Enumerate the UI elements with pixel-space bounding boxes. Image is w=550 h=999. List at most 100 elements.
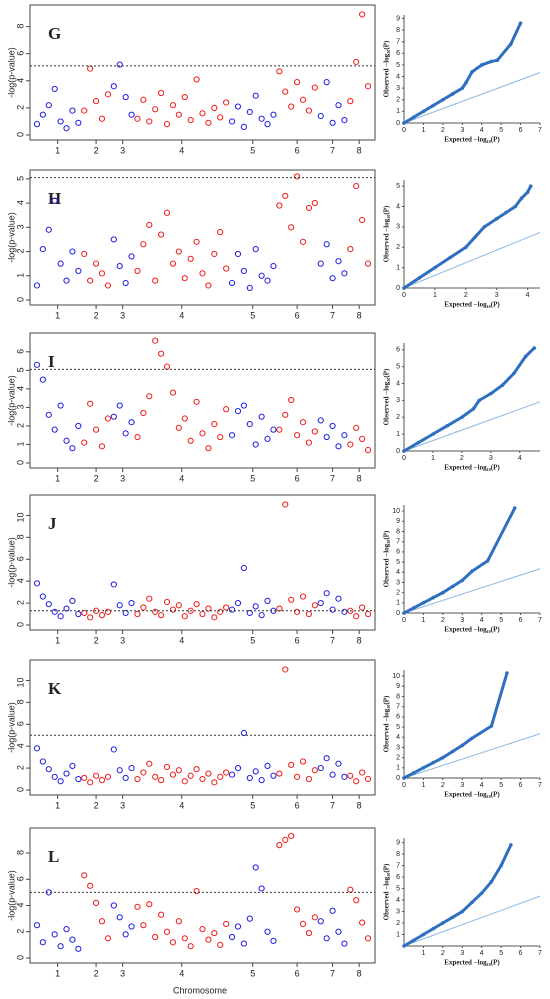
x-tick-label: 2	[94, 635, 99, 645]
snp-point	[282, 836, 289, 843]
snp-point	[347, 886, 354, 893]
snp-point	[104, 282, 112, 289]
snp-point	[116, 914, 123, 921]
qq-point	[518, 21, 523, 25]
qq-y-tick-label: 6	[396, 347, 400, 354]
snp-point	[69, 936, 76, 943]
y-tick-label: 6	[15, 876, 25, 881]
y-tick-label: 0	[15, 297, 25, 302]
x-tick-label: 6	[295, 473, 300, 483]
qq-y-tick-label: 2	[396, 920, 400, 927]
snp-point	[134, 775, 141, 783]
snp-point	[152, 608, 159, 615]
qq-y-tick-label: 1	[396, 600, 400, 607]
snp-point	[258, 885, 265, 892]
qq-point	[512, 371, 516, 376]
snp-point	[270, 262, 277, 270]
snp-point	[92, 426, 100, 433]
qq-point	[525, 190, 530, 195]
qq-y-tick-label: 7	[396, 862, 400, 869]
snp-point	[98, 777, 106, 784]
qq-x-tick-label: 2	[441, 782, 445, 789]
snp-point	[63, 125, 70, 132]
snp-point	[92, 772, 100, 779]
snp-point	[270, 772, 277, 779]
qq-point	[489, 879, 494, 884]
snp-point	[146, 221, 153, 228]
snp-point	[240, 402, 247, 409]
qq-y-label: Observed −log₁₀(P)	[383, 40, 391, 97]
snp-point	[359, 919, 366, 926]
y-tick-label: 0	[15, 787, 25, 792]
snp-point	[181, 93, 188, 101]
snp-point	[51, 931, 58, 938]
qq-point	[482, 225, 487, 229]
snp-point	[329, 119, 336, 126]
snp-point	[51, 773, 58, 780]
qq-expected-line	[403, 895, 541, 947]
snp-point	[75, 119, 82, 126]
qq-x-tick-label: 7	[538, 950, 542, 957]
qq-point	[470, 70, 474, 74]
x-tick-label: 3	[120, 800, 125, 810]
qq-point	[441, 590, 445, 595]
qq-y-tick-label: 3	[396, 397, 400, 404]
snp-point	[87, 277, 94, 284]
snp-point	[205, 936, 212, 943]
snp-point	[211, 420, 218, 428]
x-tick-label: 6	[295, 310, 300, 320]
snp-point	[305, 107, 313, 114]
panel-letter: I	[48, 352, 55, 371]
qq-point	[519, 196, 524, 201]
qq-point	[421, 932, 426, 937]
qq-y-tick-label: 1	[396, 108, 400, 115]
qq-y-tick-label: 9	[396, 683, 400, 690]
snp-point	[33, 922, 41, 929]
snp-point	[335, 595, 342, 602]
snp-point	[146, 901, 153, 908]
snp-point	[323, 241, 330, 248]
qq-y-tick-label: 3	[396, 908, 400, 915]
x-tick-label: 4	[179, 145, 184, 155]
snp-point	[45, 766, 52, 773]
x-tick-label: 2	[94, 473, 99, 483]
qq-x-tick-label: 0	[402, 127, 406, 134]
snp-point	[217, 114, 224, 121]
snp-point	[228, 933, 236, 941]
snp-point	[199, 110, 206, 117]
snp-point	[293, 79, 301, 86]
snp-point	[282, 411, 289, 418]
x-tick-label: 6	[295, 635, 300, 645]
snp-point	[51, 608, 58, 615]
x-tick-label: 5	[250, 473, 255, 483]
qq-y-tick-label: 5	[396, 724, 400, 731]
snp-point	[353, 183, 360, 190]
qq-point	[505, 671, 509, 675]
qq-y-tick-label: 10	[392, 673, 400, 680]
snp-point	[329, 907, 336, 914]
snp-point	[329, 422, 336, 430]
snp-point	[187, 607, 194, 614]
snp-point	[51, 197, 58, 204]
snp-point	[211, 104, 218, 112]
snp-point	[181, 275, 188, 282]
snp-point	[140, 769, 147, 776]
qq-x-tick-label: 4	[480, 127, 484, 134]
qq-y-tick-label: 8	[396, 851, 400, 858]
snp-point	[193, 238, 200, 245]
snp-point	[311, 199, 318, 207]
qq-point	[411, 115, 416, 119]
snp-point	[228, 771, 236, 778]
snp-point	[329, 771, 336, 778]
snp-point	[158, 231, 165, 238]
qq-point	[489, 724, 494, 728]
snp-point	[305, 929, 313, 937]
qq-point	[509, 42, 513, 46]
snp-point	[252, 864, 259, 871]
y-tick-label: 2	[15, 105, 25, 110]
y-tick-label: 10	[15, 512, 25, 522]
snp-point	[359, 769, 366, 776]
snp-point	[122, 609, 129, 617]
plot-frame	[29, 827, 376, 964]
snp-point	[116, 402, 123, 409]
